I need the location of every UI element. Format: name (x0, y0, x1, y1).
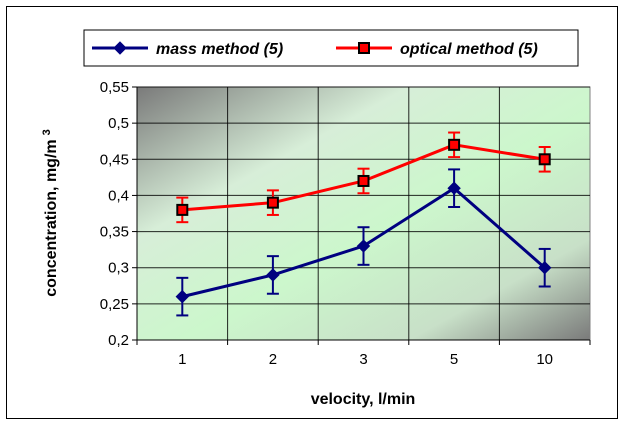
plot-area (136, 86, 591, 341)
series-group (175, 131, 552, 317)
data-point (266, 268, 280, 282)
data-point (266, 196, 279, 209)
data-point (537, 261, 552, 275)
data-point (175, 289, 190, 304)
data-point (356, 239, 371, 253)
legend-marker (358, 42, 370, 54)
x-axis-title: velocity, l/min (311, 391, 416, 408)
data-point (448, 138, 461, 151)
y-tick-label: 0,5 (108, 115, 129, 132)
x-tick-label: 5 (450, 351, 458, 368)
legend-entry: optical method (5) (336, 41, 538, 58)
y-tick-label: 0,55 (100, 79, 129, 96)
x-tick-label: 3 (359, 351, 367, 368)
y-tick-label: 0,35 (100, 224, 129, 241)
y-axis-title-text: concentration, mg/m (43, 139, 60, 296)
series-mass-method (175, 168, 552, 317)
y-tick-label: 0,4 (108, 187, 129, 204)
legend-entry: mass method (5) (92, 41, 283, 58)
x-tick-label: 2 (269, 351, 277, 368)
data-point (447, 181, 461, 195)
legend-marker (113, 41, 127, 55)
y-axis-title-superscript: 3 (41, 129, 53, 135)
y-tick-label: 0,45 (100, 151, 129, 168)
x-tick-label: 1 (178, 351, 186, 368)
gridlines (137, 86, 590, 340)
data-point (176, 203, 189, 216)
series-optical-method (176, 131, 551, 224)
y-tick-label: 0,3 (108, 260, 129, 277)
y-tick-label: 0,2 (108, 332, 129, 349)
x-tick-label: 10 (536, 351, 553, 368)
legend-box (83, 29, 579, 67)
legend-label: mass method (5) (156, 41, 283, 58)
y-axis-ticks: 0,2 0,25 0,3 0,35 0,4 0,45 0,5 0,55 (100, 79, 137, 349)
legend-label: optical method (5) (400, 41, 538, 58)
y-tick-label: 0,25 (100, 296, 129, 313)
y-axis-title: concentration, mg/m 3 (41, 129, 60, 296)
data-point (538, 153, 551, 166)
data-point (357, 174, 370, 187)
x-axis-ticks: 1 2 3 5 10 (136, 340, 591, 368)
legend: mass method (5) optical method (5) (92, 41, 538, 58)
